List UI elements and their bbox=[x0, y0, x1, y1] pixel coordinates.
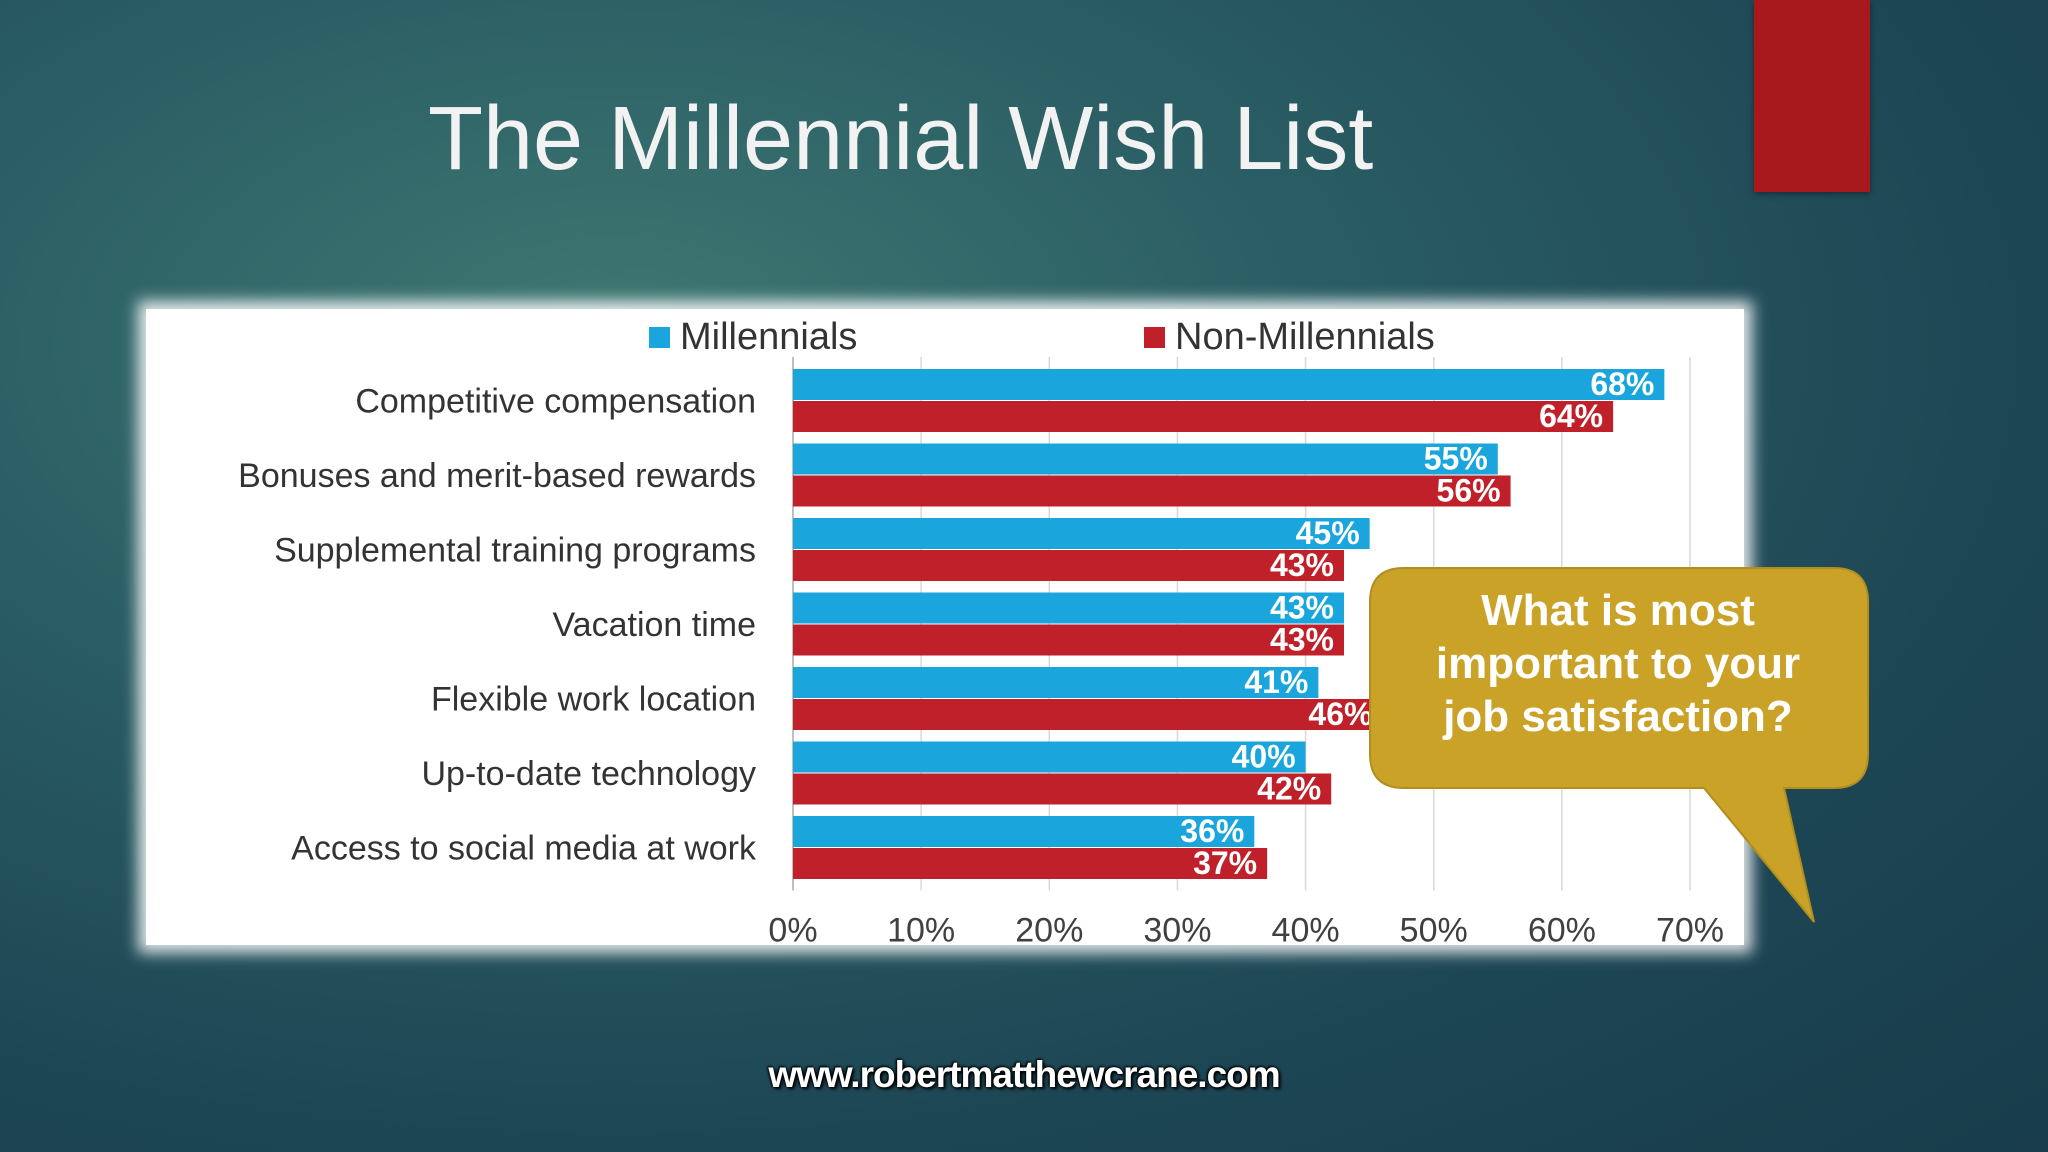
x-tick-label: 10% bbox=[887, 912, 955, 946]
category-label: Up-to-date technology bbox=[421, 755, 756, 793]
callout-line: important to your bbox=[1435, 639, 1801, 688]
millennials-bar bbox=[793, 592, 1345, 624]
data-label: 43% bbox=[1270, 547, 1334, 583]
millennials-bar bbox=[793, 369, 1665, 400]
non-millennials-bar bbox=[793, 475, 1511, 507]
data-label: 64% bbox=[1539, 398, 1603, 434]
non-millennials-bar bbox=[793, 773, 1332, 805]
data-label: 43% bbox=[1270, 622, 1334, 658]
millennials-bar bbox=[793, 741, 1306, 773]
speech-bubble-callout bbox=[1369, 567, 1869, 923]
callout-shape bbox=[1369, 567, 1869, 923]
millennials-bar bbox=[793, 816, 1255, 847]
bar-chart: 0% 10% 20% 30% 40% 50% 60% 70% Competitive compe… bbox=[238, 316, 1724, 946]
callout-line: What is most bbox=[1481, 586, 1755, 635]
data-label: 45% bbox=[1296, 515, 1360, 551]
non-millennials-bar bbox=[793, 848, 1268, 879]
x-tick-label: 20% bbox=[1015, 912, 1083, 946]
non-millennials-bar bbox=[793, 624, 1345, 656]
data-label: 68% bbox=[1590, 366, 1654, 402]
legend-label: Millennials bbox=[680, 316, 857, 358]
x-tick-label: 0% bbox=[768, 912, 817, 946]
category-label: Bonuses and merit-based rewards bbox=[238, 457, 756, 495]
data-label: 43% bbox=[1270, 590, 1334, 626]
data-label: 46% bbox=[1308, 696, 1372, 732]
x-tick-label: 60% bbox=[1528, 912, 1596, 946]
category-label: Vacation time bbox=[553, 606, 756, 644]
callout-text: What is most important to your job satis… bbox=[1370, 584, 1866, 743]
category-label: Competitive compensation bbox=[355, 383, 756, 421]
non-millennials-bar bbox=[793, 699, 1383, 730]
x-tick-label: 70% bbox=[1656, 912, 1724, 946]
category-label: Flexible work location bbox=[431, 681, 756, 719]
non-millennials-bar bbox=[793, 401, 1614, 432]
website-url: www.robertmatthewcrane.com bbox=[768, 1054, 1280, 1095]
data-label: 42% bbox=[1257, 771, 1321, 807]
data-label: 37% bbox=[1193, 845, 1257, 881]
data-label: 36% bbox=[1180, 813, 1244, 849]
data-label: 55% bbox=[1424, 441, 1488, 477]
legend-label: Non-Millennials bbox=[1175, 316, 1435, 358]
x-tick-label: 30% bbox=[1143, 912, 1211, 946]
legend-swatch bbox=[649, 327, 670, 348]
x-tick-label: 50% bbox=[1400, 912, 1468, 946]
x-tick-label: 40% bbox=[1272, 912, 1340, 946]
data-label: 41% bbox=[1244, 664, 1308, 700]
non-millennials-bar bbox=[793, 550, 1345, 581]
legend-swatch bbox=[1144, 327, 1165, 348]
category-label: Supplemental training programs bbox=[274, 532, 756, 570]
millennials-bar bbox=[793, 667, 1319, 698]
millennials-bar bbox=[793, 518, 1370, 549]
slide-title: The Millennial Wish List bbox=[428, 89, 1374, 189]
category-label: Access to social media at work bbox=[291, 830, 757, 868]
data-label: 40% bbox=[1232, 739, 1296, 775]
data-label: 56% bbox=[1437, 473, 1501, 509]
callout-line: job satisfaction? bbox=[1443, 692, 1793, 741]
accent-rectangle bbox=[1754, 0, 1870, 192]
millennials-bar bbox=[793, 443, 1498, 475]
